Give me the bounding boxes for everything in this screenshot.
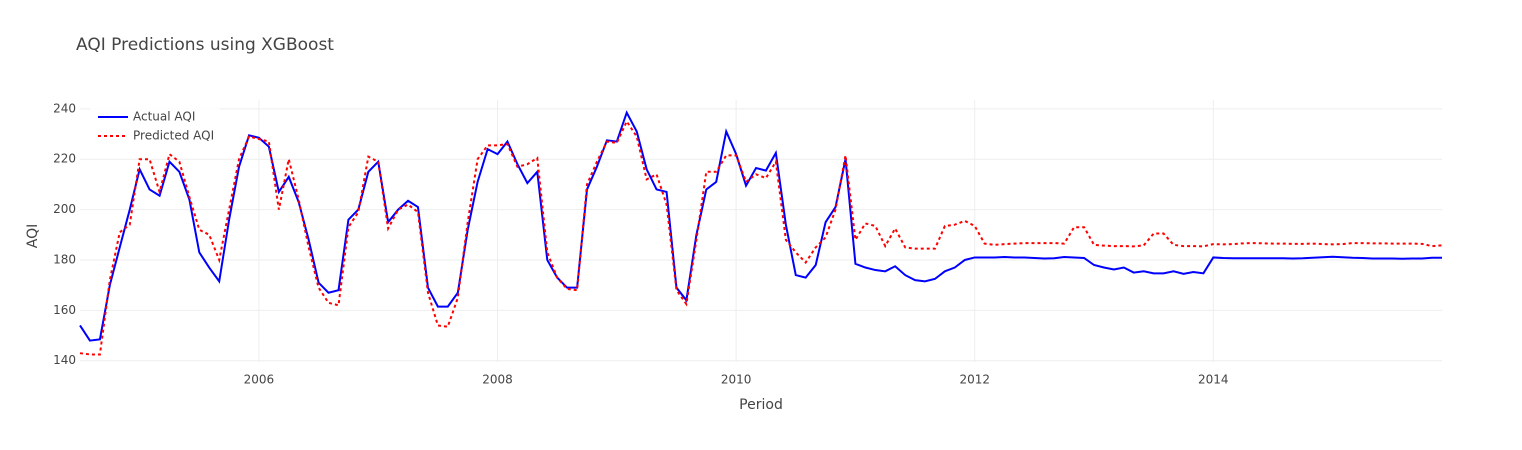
legend-box xyxy=(90,105,220,149)
x-tick-label: 2006 xyxy=(244,373,275,387)
y-tick-label: 220 xyxy=(53,152,76,166)
legend-label: Actual AQI xyxy=(133,110,195,124)
y-tick-label: 180 xyxy=(53,252,76,266)
legend-label: Predicted AQI xyxy=(133,129,214,143)
x-tick-label: 2010 xyxy=(721,373,752,387)
y-axis-title: AQI xyxy=(25,224,41,248)
y-tick-label: 240 xyxy=(53,101,76,115)
y-tick-label: 200 xyxy=(53,202,76,216)
x-tick-label: 2012 xyxy=(959,373,990,387)
line-series xyxy=(79,119,1443,356)
y-tick-label: 160 xyxy=(53,303,76,317)
chart-title: AQI Predictions using XGBoost xyxy=(76,35,334,55)
x-axis-title: Period xyxy=(739,397,783,413)
x-tick-label: 2014 xyxy=(1198,373,1229,387)
x-tick-label: 2008 xyxy=(482,373,513,387)
line-series xyxy=(79,110,1442,342)
y-tick-label: 140 xyxy=(53,353,76,367)
